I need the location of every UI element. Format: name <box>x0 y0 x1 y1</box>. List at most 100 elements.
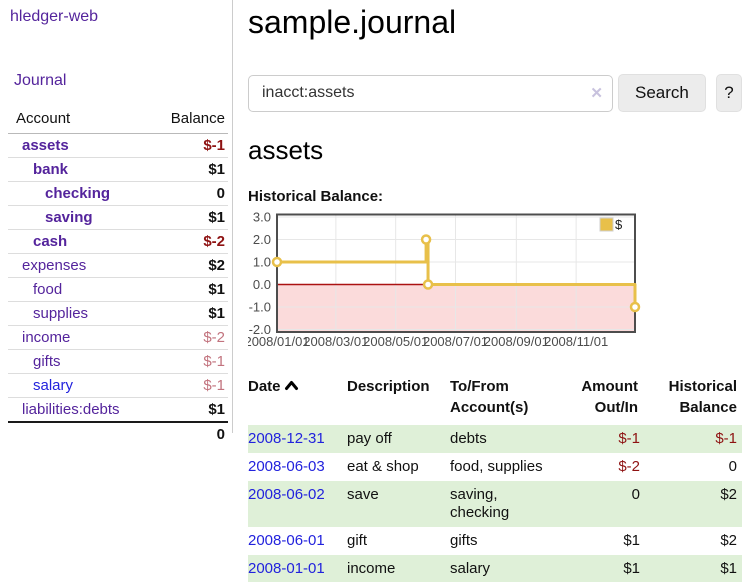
transaction-amount: 0 <box>631 486 640 503</box>
search-button[interactable]: Search <box>618 74 706 112</box>
account-row-cash: cash $-2 <box>8 229 228 254</box>
chart-legend-swatch <box>599 217 614 232</box>
account-balance: $1 <box>208 401 225 418</box>
account-link-food[interactable]: food <box>33 281 63 298</box>
transaction-date-link[interactable]: 2008-12-31 <box>248 430 325 447</box>
account-row-assets: assets $-1 <box>8 134 228 158</box>
page-title: sample.journal <box>248 4 457 40</box>
clear-search-icon[interactable]: ✕ <box>590 84 603 102</box>
balance-column-header: Historical Balance <box>668 378 737 416</box>
transaction-description: gift <box>347 532 368 549</box>
account-link-liabilities-debts[interactable]: liabilities:debts <box>22 401 120 418</box>
account-balance: $-2 <box>203 233 225 250</box>
account-balance: $2 <box>208 257 225 274</box>
account-row-gifts: gifts $-1 <box>8 349 228 374</box>
balance-column-header: Balance <box>147 106 228 134</box>
transaction-description: pay off <box>347 430 392 447</box>
accounts-table-header: Account Balance <box>8 106 228 134</box>
x-axis-tick-label: 2008/11/01 <box>544 334 608 349</box>
account-link-bank[interactable]: bank <box>33 161 69 178</box>
chart-plot-border <box>276 213 636 333</box>
y-axis-tick-label: 1.0 <box>253 255 271 270</box>
chart-data-point-marker <box>420 234 432 245</box>
account-row-expenses: expenses $2 <box>8 253 228 278</box>
account-column-header: To/From Account(s) <box>450 378 529 416</box>
transaction-amount: $-1 <box>618 430 640 447</box>
transaction-date-link[interactable]: 2008-06-01 <box>248 532 325 549</box>
transaction-accounts: saving, checking <box>450 486 510 521</box>
x-axis-tick-label: 2008/05/01 <box>363 334 428 349</box>
transaction-date-link[interactable]: 2008-01-01 <box>248 560 325 577</box>
account-balance: $1 <box>208 209 225 226</box>
sort-ascending-icon <box>284 381 298 390</box>
register-table: Date Description To/From Account(s) Amou… <box>248 374 742 582</box>
account-link-supplies[interactable]: supplies <box>33 305 89 322</box>
chart-legend-label: $ <box>615 217 623 232</box>
help-button[interactable]: ? <box>715 74 742 112</box>
transaction-row: 2008-06-03 eat & shop food, supplies $-2… <box>248 453 742 481</box>
x-axis-tick-label: 2008/07/01 <box>423 334 488 349</box>
balance-chart-svg: $3.0 2.0 1.0 0.0 -1.0 -2.02008/01/012008/03/0… <box>248 212 641 349</box>
x-axis-tick-label: 2008/09/01 <box>484 334 549 349</box>
main-content: sample.journal ✕ Search ? assets Histori… <box>233 0 742 582</box>
account-heading: assets <box>248 135 324 165</box>
sidebar: hledger-web Journal Account Balance asse… <box>0 0 233 446</box>
account-row-checking: checking 0 <box>8 181 228 206</box>
search-input-wrap: ✕ <box>248 74 613 112</box>
description-column-header: Description <box>347 378 430 395</box>
transaction-balance: $2 <box>720 532 737 549</box>
account-balance: $-2 <box>203 329 225 346</box>
x-axis-tick-label: 2008/01/01 <box>248 334 310 349</box>
transaction-row: 2008-06-02 save saving, checking 0 $2 <box>248 481 742 527</box>
account-link-checking[interactable]: checking <box>45 185 111 202</box>
y-axis-tick-label: -2.0 <box>249 322 271 337</box>
accounts-table: Account Balance assets $-1 bank $1 check… <box>8 106 228 446</box>
account-link-expenses[interactable]: expenses <box>22 257 87 274</box>
x-axis-tick-label: 2008/03/01 <box>303 334 368 349</box>
account-link-saving[interactable]: saving <box>45 209 93 226</box>
account-balance: 0 <box>216 185 225 202</box>
account-column-header: Account <box>8 106 148 134</box>
account-row-salary: salary $-1 <box>8 373 228 398</box>
transaction-description: income <box>347 560 396 577</box>
chart-title: Historical Balance: <box>248 188 384 205</box>
account-link-assets[interactable]: assets <box>22 137 69 154</box>
transaction-balance: $-1 <box>715 430 737 447</box>
y-axis-tick-label: 0.0 <box>253 277 271 292</box>
chart-data-point-marker <box>629 301 641 313</box>
chart-data-point-marker <box>271 256 283 268</box>
y-axis-tick-label: -1.0 <box>249 300 271 315</box>
date-header-label: Date <box>248 378 281 395</box>
account-link-salary[interactable]: salary <box>33 377 74 394</box>
account-link-income[interactable]: income <box>22 329 71 346</box>
date-column-header[interactable]: Date <box>248 374 347 425</box>
balance-chart: $3.0 2.0 1.0 0.0 -1.0 -2.0 2008/01/01 2008/03/0… <box>248 212 742 359</box>
transaction-balance: $1 <box>720 560 737 577</box>
transaction-description: save <box>347 486 379 503</box>
account-link-gifts[interactable]: gifts <box>33 353 61 370</box>
account-balance: $-1 <box>203 377 225 394</box>
transaction-accounts: food, supplies <box>450 458 543 475</box>
transaction-accounts: debts <box>450 430 487 447</box>
account-row-supplies: supplies $1 <box>8 301 228 326</box>
transaction-date-link[interactable]: 2008-06-03 <box>248 458 325 475</box>
y-axis-tick-label: 2.0 <box>253 232 271 247</box>
transaction-description: eat & shop <box>347 458 419 475</box>
account-row-saving: saving $1 <box>8 205 228 230</box>
amount-column-header: Amount Out/In <box>581 378 638 416</box>
transaction-balance: $2 <box>720 486 737 503</box>
search-input[interactable] <box>248 74 613 112</box>
account-balance: $1 <box>208 161 225 178</box>
transaction-date-link[interactable]: 2008-06-02 <box>248 486 325 503</box>
transaction-amount: $1 <box>623 532 640 549</box>
account-balance: $-1 <box>203 137 225 154</box>
y-axis-tick-label: 3.0 <box>253 212 271 225</box>
account-row-bank: bank $1 <box>8 157 228 182</box>
app-title-link[interactable]: hledger-web <box>10 8 99 25</box>
account-link-cash[interactable]: cash <box>33 233 68 250</box>
sidebar-item-journal[interactable]: Journal <box>14 72 67 89</box>
transaction-balance: 0 <box>728 458 737 475</box>
account-row-income: income $-2 <box>8 325 228 350</box>
account-balance: $1 <box>208 281 225 298</box>
chart-data-point-marker <box>422 279 434 290</box>
